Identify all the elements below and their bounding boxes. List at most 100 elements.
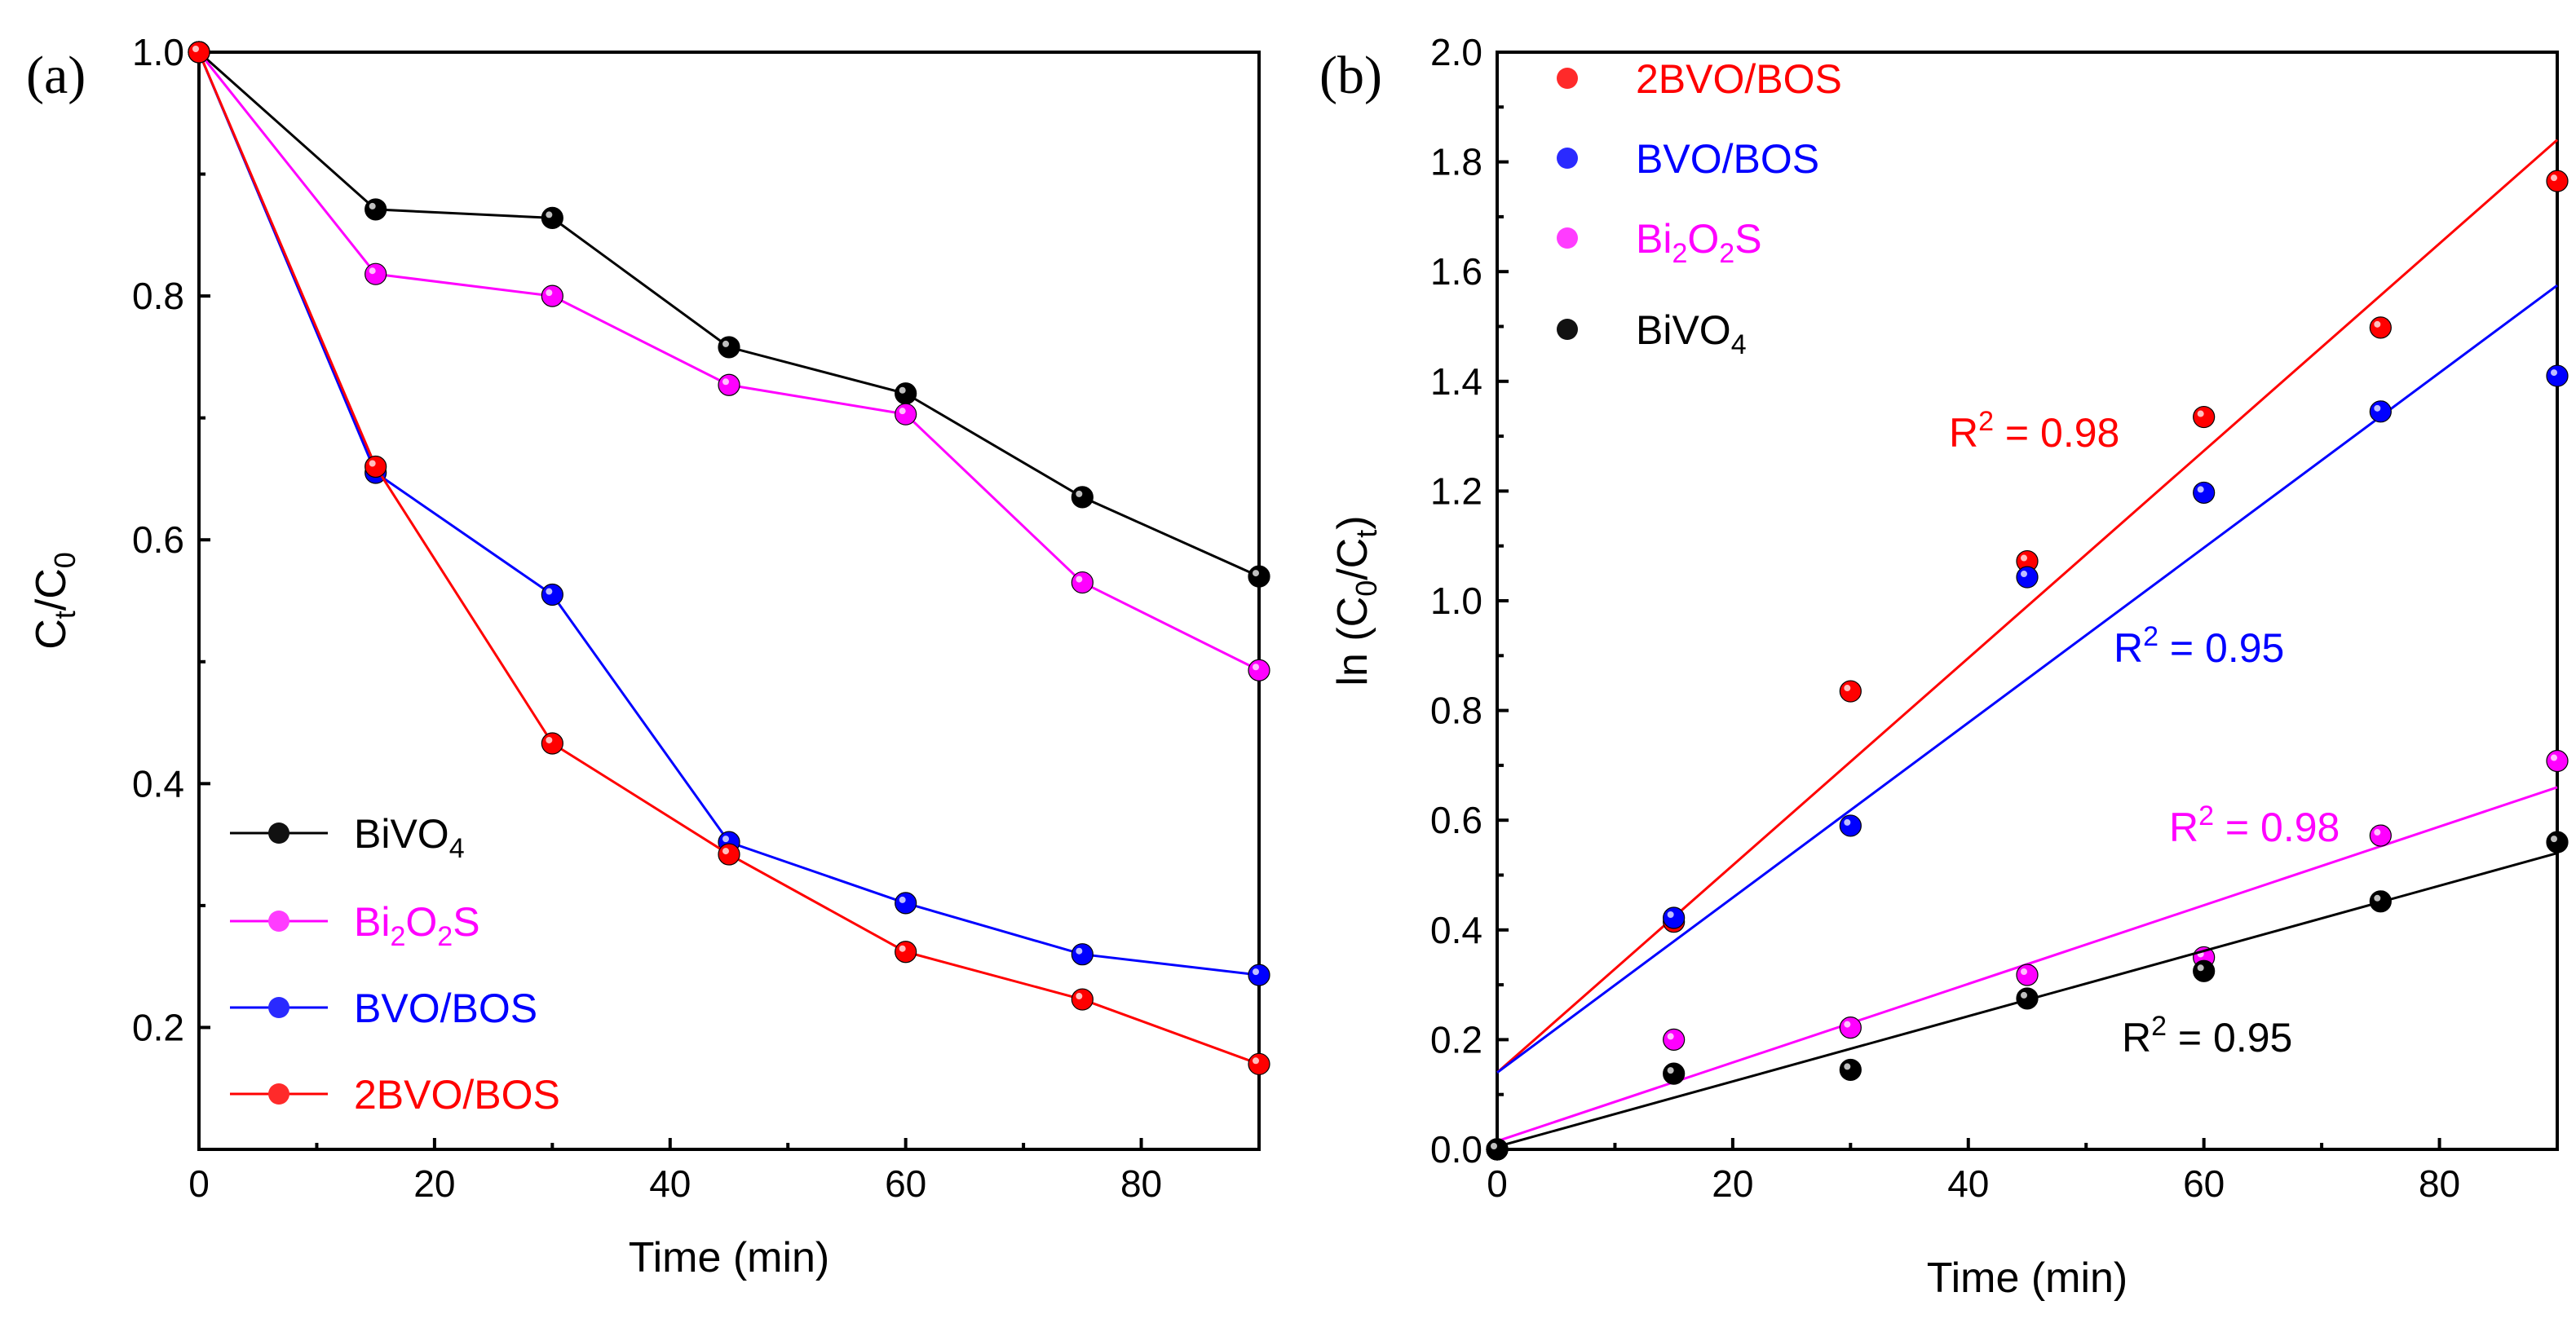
panel-a-point-highlight	[899, 945, 906, 952]
r2-bvobos-sup: 2	[2143, 621, 2158, 652]
r2-2bvobos-value: = 0.98	[1994, 410, 2119, 456]
panel-b-x-tick-label: 20	[1712, 1162, 1753, 1205]
panel-b-point-bi2o2s	[2546, 749, 2569, 773]
r2-annotation-bivo4: R2 = 0.95	[2122, 1011, 2292, 1061]
panel-b-point-highlight	[2197, 486, 2204, 493]
legend-b-label-bi2o2s-sub1: 2	[1672, 238, 1687, 269]
panel-b-point-bivo4	[2016, 987, 2039, 1010]
panel-b-point-bi2o2s	[1839, 1016, 1862, 1039]
panel-a-point-highlight	[722, 378, 729, 386]
panel-b-point-highlight	[2021, 968, 2027, 975]
panel-a-point-bvobos	[541, 583, 563, 606]
panel-a-point-2bvobos	[895, 941, 917, 964]
panel-b-point-highlight	[1844, 685, 1851, 692]
panel-b-point-highlight	[1491, 1143, 1497, 1149]
panel-b-point-highlight	[1844, 1021, 1851, 1028]
panel-b-point-bi2o2s	[2369, 824, 2392, 847]
svg-text:Bi2O2S: Bi2O2S	[354, 899, 480, 952]
legend-b-marker-bi2o2s	[1557, 227, 1578, 249]
panel-b-fit-line-2bvobos	[1496, 139, 2558, 1074]
r2-bvobos-value: = 0.95	[2158, 625, 2284, 671]
legend-b-label-bi2o2s-s: S	[1734, 216, 1761, 262]
panel-b-y-title-sub-0: 0	[1350, 580, 1383, 597]
panel-a-line-bi2o2s	[197, 51, 1260, 672]
legend-label-2bvobos: 2BVO/BOS	[354, 1072, 560, 1118]
panel-a-y-axis-title: Ct/C0	[28, 552, 82, 650]
r2-bivo4-r: R	[2122, 1015, 2151, 1061]
legend-b-label-2bvobos: 2BVO/BOS	[1636, 56, 1842, 102]
panel-b-point-bivo4	[2193, 959, 2216, 982]
panel-a-point-bivo4	[1248, 565, 1270, 588]
panel-b-point-highlight	[2021, 571, 2027, 578]
panel-a-point-bivo4	[895, 382, 917, 405]
panel-a: (a) 0 20 40 60 800.20.40.60.81.0 Time (min) …	[26, 31, 1270, 1281]
legend-label-bi2o2s-s: S	[453, 899, 479, 945]
panel-a-point-bi2o2s	[541, 284, 563, 307]
r2-annotation-bi2o2s: R2 = 0.98	[2169, 800, 2340, 850]
panel-b: (b) 0 20 40 60 800.00.20.40.60.81.01.21.41.6…	[1319, 31, 2569, 1302]
panel-a-point-highlight	[1253, 664, 1259, 671]
panel-b-point-highlight	[1667, 1033, 1674, 1040]
panel-a-point-bivo4	[718, 336, 740, 359]
panel-b-x-tick-label: 40	[1947, 1162, 1989, 1205]
panel-b-point-highlight	[1667, 1067, 1674, 1074]
panel-a-point-bi2o2s	[1248, 659, 1270, 681]
panel-a-y-tick-label: 0.4	[132, 762, 184, 805]
panel-b-point-highlight	[2197, 410, 2204, 417]
panel-b-point-bvobos	[2546, 364, 2569, 387]
panel-b-point-bivo4	[2546, 831, 2569, 853]
panel-a-point-bi2o2s	[365, 262, 387, 285]
r2-annotation-bvobos: R2 = 0.95	[2114, 621, 2284, 671]
panel-a-point-highlight	[722, 848, 729, 855]
legend-item-bi2o2s: Bi2O2S	[230, 899, 480, 952]
panel-a-x-tick-label: 20	[413, 1162, 455, 1205]
panel-a-point-2bvobos	[188, 41, 210, 64]
panel-b-x-tick-label: 60	[2183, 1162, 2225, 1205]
panel-a-series-bivo4	[188, 41, 1270, 588]
panel-b-y-tick-label: 1.2	[1430, 470, 1482, 512]
panel-a-point-highlight	[546, 588, 553, 595]
panel-b-point-bvobos	[1663, 906, 1686, 929]
panel-a-label: (a)	[26, 46, 86, 105]
r2-bvobos-r: R	[2114, 625, 2143, 671]
panel-a-point-highlight	[369, 202, 376, 209]
panel-b-series-bivo4	[1486, 831, 2569, 1161]
panel-a-x-tick-label: 80	[1120, 1162, 1162, 1205]
panel-b-y-tick-label: 1.8	[1430, 141, 1482, 183]
r2-bi2o2s-value: = 0.98	[2214, 805, 2340, 850]
panel-a-point-highlight	[369, 267, 376, 275]
panel-b-point-2bvobos	[2193, 405, 2216, 429]
panel-a-point-highlight	[546, 289, 553, 297]
panel-b-legend: 2BVO/BOS BVO/BOS Bi2O2S BiVO4	[1557, 56, 1842, 360]
r2-2bvobos-r: R	[1949, 410, 1978, 456]
legend-item-2bvobos: 2BVO/BOS	[230, 1072, 560, 1118]
panel-a-point-2bvobos	[1071, 988, 1094, 1011]
panel-a-y-tick-label: 0.6	[132, 518, 184, 561]
panel-a-x-axis-title: Time (min)	[629, 1234, 830, 1281]
panel-a-point-bivo4	[541, 206, 563, 229]
legend-b-label-bvobos: BVO/BOS	[1636, 136, 1819, 182]
panel-b-y-tick-label: 0.0	[1430, 1128, 1482, 1171]
panel-a-point-highlight	[1076, 947, 1083, 955]
panel-a-point-2bvobos	[365, 455, 387, 478]
panel-b-point-bvobos	[2016, 566, 2039, 589]
panel-a-point-highlight	[1253, 1057, 1259, 1065]
panel-a-point-highlight	[546, 211, 553, 218]
panel-a-point-2bvobos	[1248, 1052, 1270, 1075]
panel-a-point-highlight	[192, 46, 199, 52]
legend-label-bivo4: BiVO	[354, 811, 449, 857]
legend-b-marker-bivo4	[1557, 319, 1578, 340]
panel-a-point-bvobos	[1248, 964, 1270, 986]
legend-label-bivo4-sub: 4	[449, 833, 465, 864]
panel-b-y-title-suffix: )	[1329, 515, 1376, 529]
panel-b-y-tick-label: 0.6	[1430, 799, 1482, 841]
legend-b-label-bivo4-sub: 4	[1731, 329, 1747, 360]
legend-item-bvobos: BVO/BOS	[230, 986, 537, 1031]
panel-b-y-tick-label: 1.0	[1430, 580, 1482, 622]
panel-b-point-highlight	[2374, 320, 2381, 328]
svg-text:BiVO4: BiVO4	[1636, 307, 1747, 360]
legend-b-marker-bvobos	[1557, 148, 1578, 169]
panel-b-y-axis-title: ln (C0/Ct)	[1329, 515, 1383, 686]
panel-a-y-title-sub-0: 0	[48, 552, 82, 568]
